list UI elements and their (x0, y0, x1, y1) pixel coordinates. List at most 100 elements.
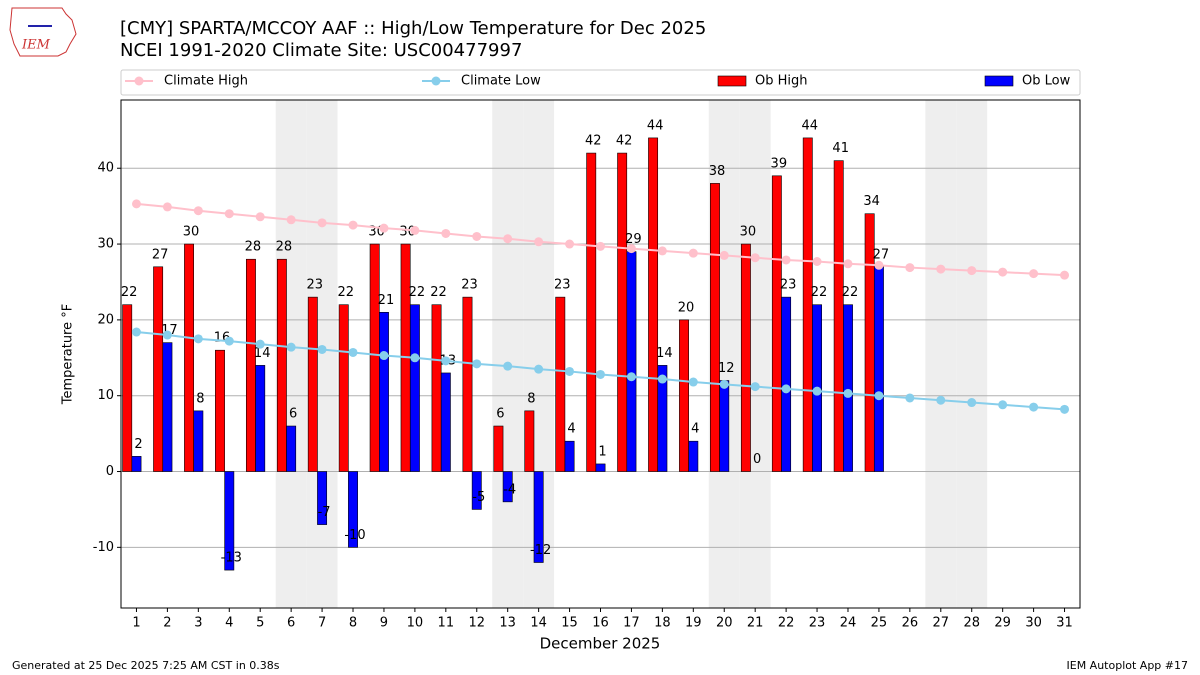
point (719, 250, 729, 260)
bar (771, 175, 782, 472)
point (967, 266, 977, 276)
point (750, 382, 760, 392)
point (441, 356, 451, 366)
legend-swatch (984, 75, 1014, 87)
bar (431, 304, 442, 472)
y-tick-label: 40 (97, 161, 114, 176)
y-tick-label: 30 (97, 237, 114, 252)
bar (502, 471, 513, 503)
value-label: -12 (530, 543, 551, 558)
point (781, 255, 791, 265)
value-label: 4 (567, 422, 575, 437)
x-tick-label: 17 (623, 616, 640, 631)
point (688, 248, 698, 258)
point (596, 241, 605, 251)
footer-right: IEM Autoplot App #17 (1067, 659, 1189, 672)
value-label: 1 (598, 444, 606, 459)
value-label: -4 (503, 482, 516, 497)
legend-label: Ob High (755, 74, 808, 89)
point (503, 234, 513, 244)
value-label: 23 (461, 278, 478, 293)
bar (781, 296, 792, 472)
x-tick-label: 29 (994, 616, 1011, 631)
value-label: 22 (430, 285, 447, 300)
legend-box (120, 69, 1081, 96)
point (1060, 404, 1070, 414)
value-label: 30 (183, 225, 200, 240)
logo: IEM (9, 7, 77, 57)
value-label: 23 (554, 278, 571, 293)
x-tick-label: 23 (809, 616, 826, 631)
point (348, 220, 358, 230)
point (1029, 269, 1039, 279)
point (441, 228, 451, 238)
x-tick-label: 14 (530, 616, 547, 631)
value-label: 14 (254, 346, 271, 361)
y-tick-label: -10 (93, 540, 114, 555)
value-label: 39 (771, 156, 788, 171)
point (379, 351, 389, 361)
plot-frame (120, 99, 1081, 609)
bar (586, 152, 597, 472)
point (317, 344, 327, 354)
value-label: -7 (318, 505, 331, 520)
value-label: 22 (842, 285, 859, 300)
point (936, 395, 946, 405)
x-tick-label: 25 (871, 616, 888, 631)
bar (286, 425, 297, 472)
x-axis-label: December 2025 (540, 635, 661, 653)
point (534, 237, 544, 247)
x-tick-label: 28 (963, 616, 980, 631)
x-tick-label: 31 (1056, 616, 1073, 631)
bar (184, 243, 194, 472)
point (565, 239, 575, 249)
value-label: 8 (196, 391, 204, 406)
point (657, 374, 667, 384)
value-label: 29 (625, 232, 642, 247)
point (998, 267, 1008, 277)
value-label: 22 (337, 285, 354, 300)
point (719, 379, 729, 389)
y-axis-label: Temperature °F (61, 304, 76, 405)
x-tick-label: 19 (685, 616, 702, 631)
value-label: 4 (691, 422, 699, 437)
point (131, 199, 141, 209)
bar (626, 251, 637, 472)
shaded-day (492, 100, 524, 608)
bar (719, 380, 730, 472)
point (472, 231, 482, 241)
bar (255, 365, 266, 472)
x-tick-label: 18 (654, 616, 671, 631)
x-tick-label: 27 (933, 616, 950, 631)
point (626, 244, 636, 254)
bar (688, 440, 699, 472)
x-tick-label: 20 (716, 616, 733, 631)
bar (440, 372, 451, 472)
bar (833, 160, 844, 472)
value-label: 0 (753, 452, 761, 467)
value-label: 22 (409, 285, 426, 300)
bar (710, 183, 720, 472)
bar (802, 137, 813, 472)
bar (679, 319, 689, 472)
point (286, 215, 296, 225)
bar (276, 258, 287, 472)
value-label: 21 (378, 293, 395, 308)
bar (617, 152, 628, 472)
x-tick-label: 22 (778, 616, 795, 631)
value-label: 23 (780, 278, 797, 293)
point (874, 391, 884, 401)
value-label: 38 (709, 164, 726, 179)
bar (471, 471, 482, 510)
point (162, 202, 172, 212)
x-tick-label: 4 (225, 616, 233, 631)
point (255, 212, 265, 222)
x-tick-label: 15 (561, 616, 578, 631)
point (162, 330, 172, 340)
point (410, 225, 420, 235)
x-tick-label: 13 (499, 616, 516, 631)
bar (307, 296, 318, 472)
bar (740, 243, 751, 472)
legend-label: Climate Low (461, 74, 541, 89)
